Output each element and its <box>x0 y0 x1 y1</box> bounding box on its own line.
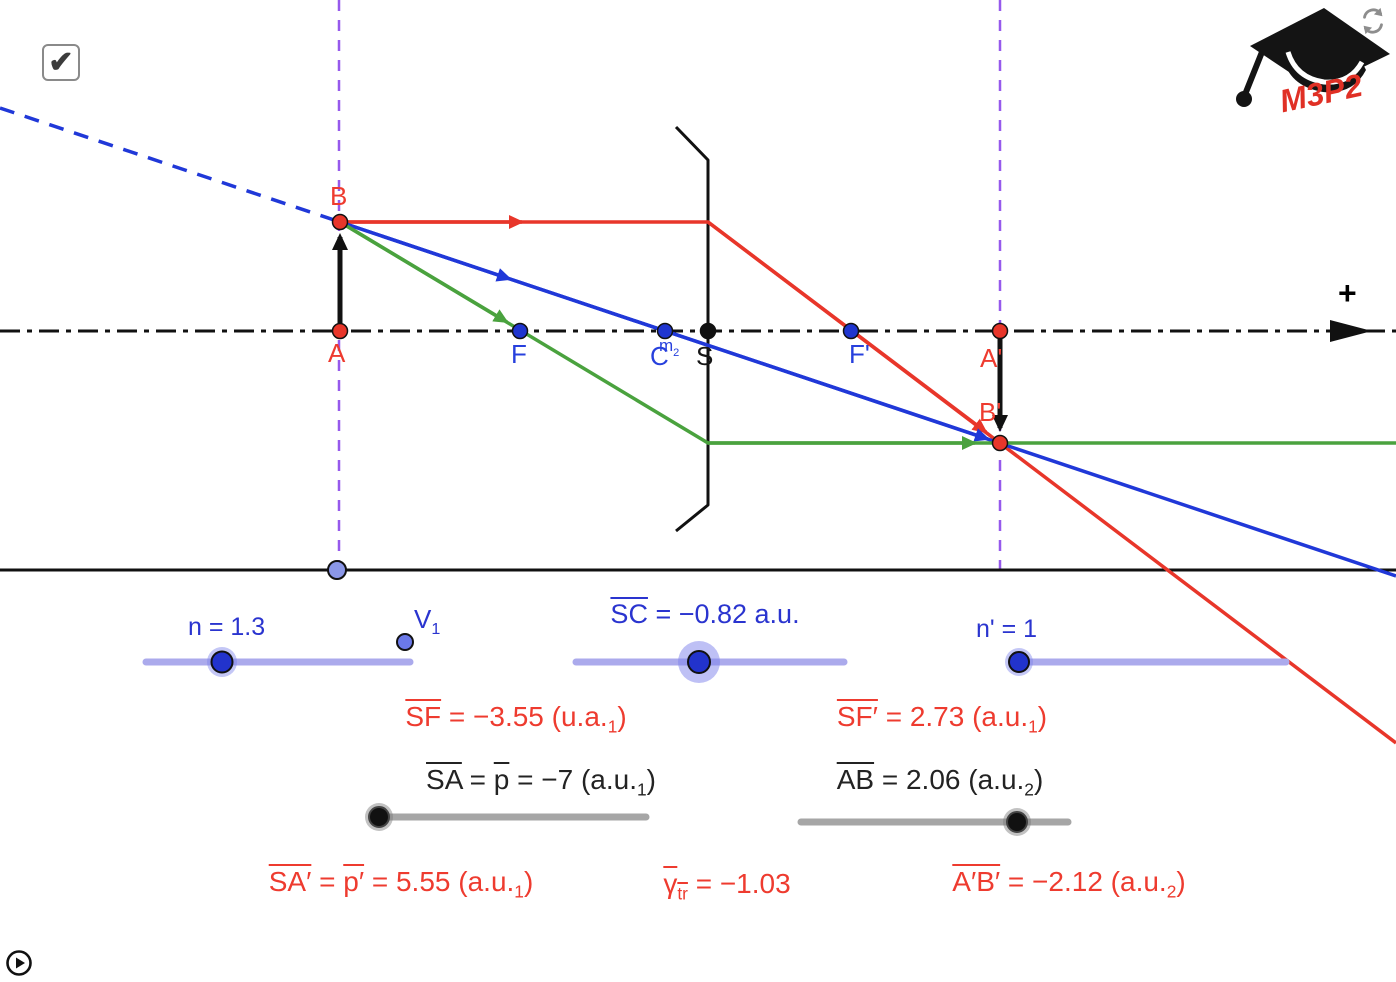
positive-direction-sign: + <box>1338 275 1357 311</box>
checkmark-icon: ✔ <box>48 46 74 79</box>
readout-a-prime-b-prime: A′B′ = −2.12 (a.u.2) <box>952 866 1186 902</box>
readout-sa-prime: SA′ = p′ = 5.55 (a.u.1) <box>268 866 534 902</box>
label-b-prime: B' <box>979 397 1002 427</box>
blue-ray-arrow-incident <box>339 220 512 282</box>
graduation-cap-icon <box>1236 8 1390 107</box>
point-f-prime <box>842 322 860 340</box>
point-f <box>511 322 529 340</box>
blue-ray-backward-extension <box>0 106 341 224</box>
readout-sf: SF = −3.55 (u.a.1) <box>405 701 627 737</box>
point-a-prime <box>991 322 1009 340</box>
label-a: A <box>328 338 346 368</box>
label-f: F <box>511 339 527 369</box>
optical-axis-arrowhead <box>1330 320 1372 342</box>
label-f-prime: F' <box>849 339 870 369</box>
m3p2-logo: M3P2 <box>1236 8 1390 118</box>
play-button[interactable] <box>5 949 33 977</box>
label-b: B <box>330 181 348 211</box>
point-b <box>331 213 349 231</box>
point-a <box>331 322 349 340</box>
slider-handle-ab[interactable] <box>1003 808 1031 836</box>
show-rays-checkbox[interactable]: ✔ <box>42 44 80 81</box>
label-c: C <box>650 341 669 371</box>
point-s <box>699 322 717 340</box>
object-position-dot[interactable] <box>327 560 347 580</box>
play-icon <box>16 957 25 969</box>
point-c <box>656 322 674 340</box>
readout-sf-prime: SF′ = 2.73 (a.u.1) <box>836 701 1048 737</box>
point-b-prime <box>991 434 1009 452</box>
readout-sa: SA = p = −7 (a.u.1) <box>426 764 656 800</box>
green-ray-arrow-incident <box>339 220 509 324</box>
logo-text: M3P2 <box>1276 67 1365 118</box>
slider-handle-sc[interactable] <box>678 641 720 683</box>
slider-handle-sa[interactable] <box>365 803 393 831</box>
readout-ab: AB = 2.06 (a.u.2) <box>836 764 1044 800</box>
slider-handle-n[interactable] <box>207 647 237 677</box>
slider-label-n-prime: n' = 1 <box>976 615 1038 643</box>
readout-gamma-tr: γtr = −1.03 <box>663 868 791 904</box>
blue-ray-arrow-refracted <box>509 277 990 442</box>
label-s: S <box>696 341 714 371</box>
slider-label-n: n = 1.3 <box>188 613 266 641</box>
point-v1[interactable] <box>396 633 414 651</box>
label-v1: V1 <box>414 604 441 639</box>
reset-button[interactable] <box>1356 5 1390 37</box>
line-m2-label: m2 <box>659 336 679 359</box>
slider-handle-n-prime[interactable] <box>1005 648 1033 676</box>
label-a-prime: A' <box>980 343 1003 373</box>
slider-label-sc: SC = −0.82 a.u. <box>610 599 800 629</box>
